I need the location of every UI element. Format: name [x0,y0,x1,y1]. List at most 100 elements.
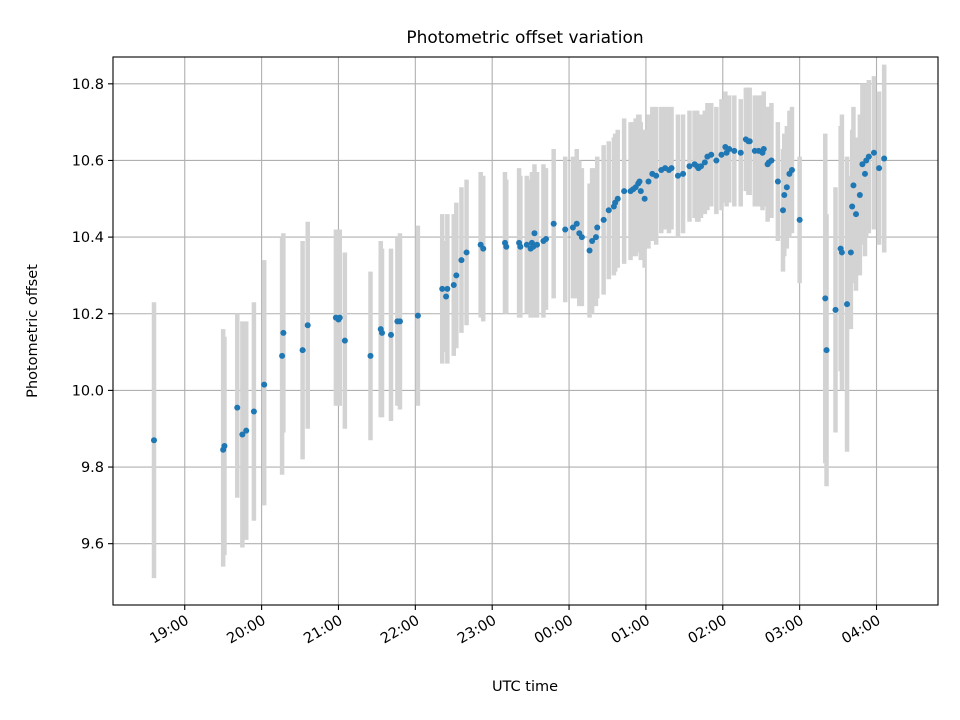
data-point [636,178,643,185]
data-point [534,241,541,248]
data-point [637,188,644,195]
y-tick-label: 10.2 [72,307,104,323]
data-point [876,165,883,172]
data-point [847,249,854,256]
data-point [250,408,257,415]
data-point [737,149,744,156]
data-point [605,207,612,214]
data-point [668,165,675,172]
data-point [387,331,394,338]
data-point [600,216,607,223]
data-point [463,249,470,256]
data-point [304,322,311,329]
data-point [569,224,576,231]
data-point [853,211,860,218]
y-tick-label: 10.4 [72,230,104,246]
data-point [243,427,250,434]
y-axis-ticks: 9.6 9.8 10.0 10.2 10.4 10.6 10.8 [72,77,113,553]
data-point [396,318,403,325]
chart-title: Photometric offset variation [406,28,643,48]
data-point [586,247,593,254]
x-axis-label: UTC time [492,679,558,695]
data-point [726,145,733,152]
data-point [849,203,856,210]
data-point [641,195,648,202]
y-tick-label: 10.8 [72,77,104,93]
data-point [453,272,460,279]
data-point [221,442,228,449]
data-point [239,431,246,438]
y-tick-label: 10.6 [72,153,104,169]
data-point [150,437,157,444]
data-point [713,157,720,164]
y-tick-label: 9.6 [81,537,104,553]
data-point [859,161,866,168]
data-points [150,136,888,453]
y-tick-label: 10.0 [72,383,104,399]
data-point [562,226,569,233]
data-point [698,163,705,170]
data-point [768,157,775,164]
data-point [686,163,693,170]
data-point [443,293,450,300]
data-point [234,404,241,411]
data-point [861,170,868,177]
data-point [865,153,872,160]
data-point [261,381,268,388]
data-point [783,184,790,191]
data-point [774,178,781,185]
data-point [280,329,287,336]
data-point [550,220,557,227]
data-point [517,243,524,250]
data-point [746,138,753,145]
data-point [718,151,725,158]
data-point [279,352,286,359]
data-point [870,149,877,156]
data-point [458,257,465,264]
plot-frame [112,56,939,606]
data-point [450,282,457,289]
data-point [645,178,652,185]
data-point [781,191,788,198]
y-axis-label: Photometric offset [25,264,41,398]
data-point [788,167,795,174]
data-point [341,337,348,344]
data-point [850,182,857,189]
data-point [653,172,660,179]
data-point [523,241,530,248]
data-point [299,347,306,354]
data-point [856,191,863,198]
data-point [621,188,628,195]
data-point [578,234,585,241]
data-point [367,352,374,359]
data-point [731,147,738,154]
data-point [822,295,829,302]
data-point [844,301,851,308]
data-point [503,243,510,250]
data-point [823,347,830,354]
data-point [796,216,803,223]
data-point [439,285,446,292]
data-point [589,237,596,244]
data-point [592,234,599,241]
data-point [708,151,715,158]
data-point [444,285,451,292]
data-point [674,172,681,179]
data-point [760,145,767,152]
data-point [480,245,487,252]
data-point [336,314,343,321]
data-point [614,195,621,202]
data-point [531,230,538,237]
data-point [594,224,601,231]
y-tick-label: 9.8 [81,460,104,476]
data-point [832,306,839,313]
data-point [573,220,580,227]
data-point [701,159,708,166]
data-point [881,155,888,162]
data-point [379,329,386,336]
data-point [542,236,549,243]
data-point [414,312,421,319]
data-point [779,207,786,214]
